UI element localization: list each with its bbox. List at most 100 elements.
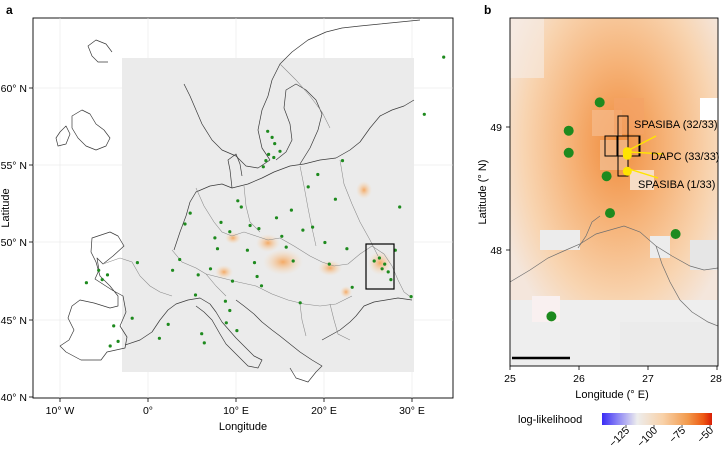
sample-point bbox=[178, 257, 182, 262]
sample-point bbox=[340, 159, 345, 163]
colorbar-tick-label: −50 bbox=[695, 425, 716, 446]
sample-point bbox=[202, 341, 206, 345]
sample-point bbox=[298, 301, 302, 305]
sample-point bbox=[255, 274, 259, 279]
annotation-spasiba-1: SPASIBA (1/33) bbox=[638, 179, 715, 191]
annotation-dapc: DAPC (33/33) bbox=[651, 151, 719, 163]
sample-point bbox=[301, 228, 305, 232]
panel-b-y-label: Latitude (° N) bbox=[477, 160, 489, 225]
colorbar-label: log-likelihood bbox=[518, 414, 582, 426]
x-tick-label: 10° E bbox=[223, 405, 249, 417]
y-tick-label: 60° N bbox=[1, 83, 27, 95]
x-tick-label: 28 bbox=[710, 373, 722, 385]
sample-point bbox=[289, 208, 293, 212]
x-tick-label: 10° W bbox=[46, 405, 75, 417]
sample-point bbox=[284, 245, 288, 249]
sample-point bbox=[257, 227, 261, 231]
sample-point bbox=[183, 222, 187, 226]
y-tick-label: 45° N bbox=[1, 315, 27, 327]
sample-point bbox=[333, 197, 337, 201]
sample-point bbox=[108, 344, 112, 348]
panel-a-y-label: Latitude bbox=[0, 188, 12, 227]
sample-point bbox=[196, 273, 200, 277]
sample-point bbox=[84, 281, 88, 285]
sample-point bbox=[377, 256, 381, 260]
sample-point bbox=[97, 268, 101, 272]
x-tick-label: 27 bbox=[642, 373, 654, 385]
sample-point bbox=[235, 329, 239, 333]
y-tick-label: 49 bbox=[490, 122, 502, 134]
sample-point bbox=[261, 165, 265, 169]
y-tick-label: 50° N bbox=[1, 237, 27, 249]
sample-point bbox=[398, 205, 402, 209]
sample-point bbox=[112, 324, 116, 328]
sample-point bbox=[306, 185, 310, 189]
sample-point bbox=[219, 220, 223, 224]
sample-point bbox=[389, 278, 393, 282]
sample-point bbox=[135, 261, 139, 265]
sample-point bbox=[594, 97, 605, 108]
sample-point bbox=[248, 223, 252, 228]
panel-b-borders bbox=[510, 215, 718, 327]
sample-point bbox=[230, 279, 235, 283]
sample-point bbox=[228, 230, 232, 234]
annotation-leaders bbox=[628, 135, 665, 179]
sample-point bbox=[116, 339, 120, 343]
sample-point bbox=[601, 171, 612, 182]
panel-b-y-ticks bbox=[506, 126, 510, 251]
sample-point bbox=[270, 135, 274, 139]
sample-point bbox=[323, 240, 327, 245]
predicted-origin-point bbox=[622, 166, 632, 176]
sample-point bbox=[372, 259, 376, 263]
y-tick-label: 48 bbox=[490, 245, 502, 257]
y-tick-label: 40° N bbox=[1, 392, 27, 404]
sample-point bbox=[291, 259, 295, 263]
y-tick-label: 55° N bbox=[1, 160, 27, 172]
hotspot bbox=[263, 249, 303, 275]
sample-point bbox=[245, 248, 249, 252]
panel-b-label: b bbox=[484, 3, 491, 17]
sample-point bbox=[563, 125, 574, 136]
zoom-box bbox=[365, 243, 395, 290]
sample-point bbox=[252, 261, 257, 265]
sample-point bbox=[350, 285, 354, 289]
hotspot bbox=[318, 260, 342, 276]
hotspot bbox=[256, 234, 280, 252]
sample-point bbox=[605, 208, 615, 219]
sample-point bbox=[223, 299, 227, 303]
sample-point bbox=[259, 284, 264, 288]
sample-point bbox=[200, 332, 204, 336]
hotspot bbox=[356, 181, 372, 199]
panel-b-map bbox=[509, 17, 719, 367]
sample-point bbox=[157, 336, 161, 340]
sample-point bbox=[409, 295, 413, 299]
colorbar-gradient bbox=[602, 413, 712, 425]
panel-a-x-label: Longitude bbox=[219, 421, 267, 433]
x-tick-label: 30° E bbox=[399, 405, 425, 417]
sample-point bbox=[386, 270, 390, 274]
colorbar: log-likelihood −125 −100 −75 −50 bbox=[518, 413, 716, 450]
sample-point bbox=[171, 268, 175, 272]
study-region bbox=[122, 58, 414, 372]
sample-point bbox=[188, 211, 192, 215]
x-tick-label: 26 bbox=[573, 373, 585, 385]
sample-point bbox=[264, 159, 268, 163]
sample-point bbox=[380, 267, 384, 271]
sample-point bbox=[215, 247, 220, 251]
sample-point bbox=[383, 262, 387, 266]
panel-b-x-label: Longitude (° E) bbox=[575, 389, 649, 401]
x-tick-label: 0° bbox=[143, 405, 153, 417]
panel-a-y-ticks bbox=[29, 87, 33, 398]
sample-point bbox=[193, 293, 198, 297]
likelihood-cells bbox=[510, 18, 718, 366]
sample-point bbox=[563, 147, 574, 158]
sample-point bbox=[278, 149, 282, 153]
panel-a-x-ticks bbox=[59, 398, 413, 402]
sample-point bbox=[546, 311, 557, 322]
sample-point bbox=[422, 112, 426, 116]
sample-point bbox=[442, 55, 446, 59]
sample-point bbox=[130, 316, 134, 320]
sample-point bbox=[267, 152, 271, 156]
sample-point bbox=[213, 236, 217, 240]
sample-point bbox=[236, 199, 240, 203]
